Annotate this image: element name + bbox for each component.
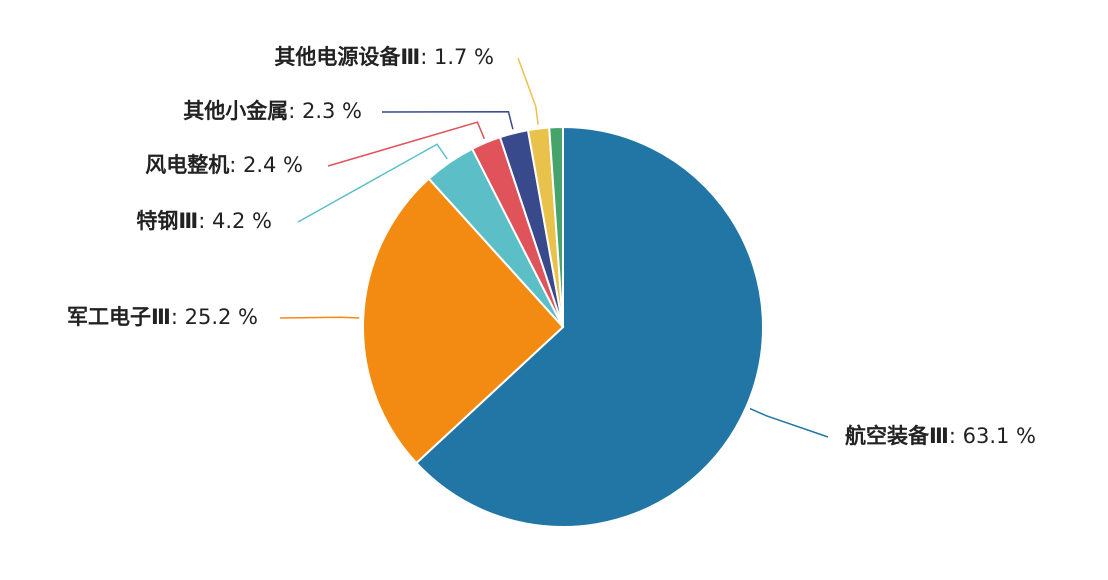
slice-label: 其他电源设备Ⅲ: 1.7 % [274,45,494,69]
category-label: 特钢Ⅲ [136,209,198,233]
leader-line [327,121,486,167]
leader-line [749,407,829,438]
leader-line [279,316,360,319]
category-label: 航空装备Ⅲ [845,424,949,448]
leader-line [297,143,448,223]
value-label: : 1.7 % [420,45,494,69]
value-label: : 2.3 % [288,99,362,123]
value-label: : 25.2 % [171,305,258,329]
slice-label: 特钢Ⅲ: 4.2 % [136,209,272,233]
value-label: : 4.2 % [198,209,272,233]
pie-slice [414,125,764,528]
value-label: : 2.4 % [229,153,303,177]
slice-label: 其他小金属: 2.3 % [183,99,362,123]
leader-line [381,111,514,130]
leader-line [517,57,539,125]
pie-slice [548,125,564,328]
slice-label: 航空装备Ⅲ: 63.1 % [845,424,1036,448]
slice-label: 风电整机: 2.4 % [145,153,303,177]
category-label: 其他电源设备Ⅲ [274,45,420,69]
value-label: : 63.1 % [949,424,1036,448]
pie-slice [362,177,565,465]
category-label: 军工电子Ⅲ [67,305,171,329]
category-label: 风电整机 [145,153,229,177]
category-label: 其他小金属 [183,99,288,123]
slice-label: 军工电子Ⅲ: 25.2 % [67,305,258,329]
